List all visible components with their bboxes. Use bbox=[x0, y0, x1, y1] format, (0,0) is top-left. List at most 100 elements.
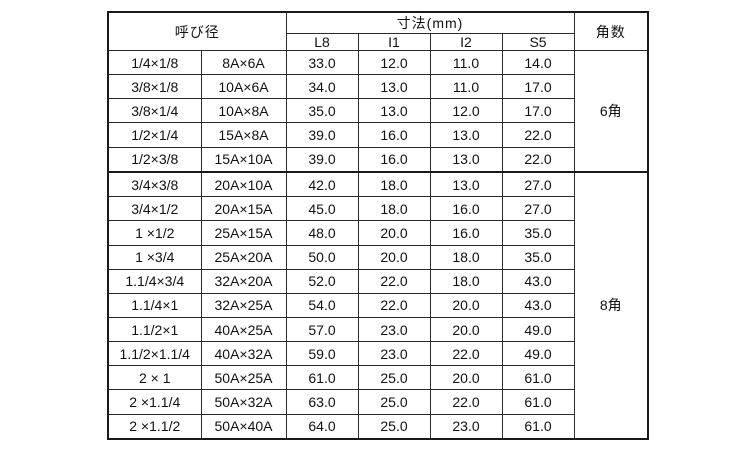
cell-I1: 18.0 bbox=[357, 196, 431, 222]
cell-L8: 52.0 bbox=[285, 268, 359, 294]
cell-L8: 48.0 bbox=[285, 220, 359, 246]
table-row: 3/4×1/2 20A×15A 45.0 18.0 16.0 27.0 bbox=[107, 196, 648, 222]
cell-L8: 63.0 bbox=[285, 389, 359, 415]
cell-I1: 16.0 bbox=[357, 146, 431, 173]
cell-I1: 23.0 bbox=[357, 316, 431, 343]
table-row: 1.1/2×1.1/4 40A×32A 59.0 23.0 22.0 49.0 bbox=[107, 341, 648, 367]
cell-I2: 11.0 bbox=[429, 74, 503, 100]
cell-S5: 49.0 bbox=[501, 316, 575, 343]
cell-I1: 18.0 bbox=[357, 170, 431, 198]
cell-L8: 45.0 bbox=[285, 196, 359, 222]
cell-I2: 20.0 bbox=[429, 292, 503, 318]
cell-I2: 13.0 bbox=[429, 122, 503, 148]
cell-nominal: 1 ×3/4 bbox=[107, 244, 202, 270]
header-I1: I1 bbox=[357, 33, 431, 51]
cell-S5: 43.0 bbox=[501, 268, 575, 294]
table-row: 2 ×1.1/2 50A×40A 64.0 25.0 23.0 61.0 bbox=[107, 413, 648, 440]
cell-I2: 23.0 bbox=[429, 413, 503, 440]
cell-I2: 13.0 bbox=[429, 170, 503, 198]
cell-nominal: 2 × 1 bbox=[107, 365, 202, 391]
cell-nominal: 2 ×1.1/4 bbox=[107, 389, 202, 415]
cell-a_size: 40A×25A bbox=[200, 316, 287, 343]
header-row-top: 呼び径 寸法(mm) 角数 bbox=[107, 11, 649, 51]
table-row: 2 ×1.1/4 50A×32A 63.0 25.0 22.0 61.0 bbox=[107, 389, 648, 415]
cell-S5: 27.0 bbox=[501, 170, 575, 198]
cell-S5: 35.0 bbox=[501, 220, 575, 246]
cell-I1: 25.0 bbox=[357, 389, 431, 415]
cell-nominal: 1 ×1/2 bbox=[107, 220, 202, 246]
cell-L8: 59.0 bbox=[285, 341, 359, 367]
cell-S5: 61.0 bbox=[501, 389, 575, 415]
cell-S5: 22.0 bbox=[501, 146, 575, 173]
table-row: 2 × 1 50A×25A 61.0 25.0 20.0 61.0 bbox=[107, 365, 648, 391]
cell-I1: 22.0 bbox=[357, 292, 431, 318]
cell-S5: 35.0 bbox=[501, 244, 575, 270]
cell-nominal: 1.1/4×3/4 bbox=[107, 268, 202, 294]
cell-a_size: 40A×32A bbox=[200, 341, 287, 367]
cell-L8: 39.0 bbox=[285, 146, 359, 173]
cell-a_size: 10A×8A bbox=[200, 98, 287, 124]
cell-I2: 20.0 bbox=[429, 316, 503, 343]
cell-I1: 20.0 bbox=[357, 220, 431, 246]
cell-L8: 61.0 bbox=[285, 365, 359, 391]
cell-S5: 17.0 bbox=[501, 74, 575, 100]
table-header: 呼び径 寸法(mm) 角数 L8 I1 I2 S5 bbox=[107, 11, 649, 51]
cell-I1: 25.0 bbox=[357, 365, 431, 391]
cell-a_size: 25A×15A bbox=[200, 220, 287, 246]
header-L8: L8 bbox=[285, 33, 359, 51]
cell-a_size: 15A×8A bbox=[200, 122, 287, 148]
table-row: 1.1/4×1 32A×25A 54.0 22.0 20.0 43.0 bbox=[107, 292, 648, 318]
table-row: 1/2×1/4 15A×8A 39.0 16.0 13.0 22.0 bbox=[107, 122, 648, 148]
cell-nominal: 1.1/2×1 bbox=[107, 316, 202, 343]
cell-I2: 16.0 bbox=[429, 196, 503, 222]
cell-a_size: 25A×20A bbox=[200, 244, 287, 270]
cell-S5: 43.0 bbox=[501, 292, 575, 318]
cell-nominal: 3/4×1/2 bbox=[107, 196, 202, 222]
cell-L8: 57.0 bbox=[285, 316, 359, 343]
cell-S5: 22.0 bbox=[501, 122, 575, 148]
table-row: 3/8×1/8 10A×6A 34.0 13.0 11.0 17.0 bbox=[107, 74, 648, 100]
cell-nominal: 1/2×1/4 bbox=[107, 122, 202, 148]
cell-L8: 34.0 bbox=[285, 74, 359, 100]
angle-count-cell: 8角 bbox=[573, 170, 649, 440]
cell-S5: 17.0 bbox=[501, 98, 575, 124]
table-row: 1 ×1/2 25A×15A 48.0 20.0 16.0 35.0 bbox=[107, 220, 648, 246]
cell-L8: 33.0 bbox=[285, 49, 359, 76]
cell-a_size: 32A×25A bbox=[200, 292, 287, 318]
header-S5: S5 bbox=[501, 33, 575, 51]
cell-a_size: 50A×32A bbox=[200, 389, 287, 415]
cell-I1: 13.0 bbox=[357, 98, 431, 124]
cell-nominal: 3/4×3/8 bbox=[107, 170, 202, 198]
cell-nominal: 3/8×1/8 bbox=[107, 74, 202, 100]
cell-I1: 23.0 bbox=[357, 341, 431, 367]
cell-I2: 22.0 bbox=[429, 341, 503, 367]
cell-L8: 50.0 bbox=[285, 244, 359, 270]
cell-L8: 54.0 bbox=[285, 292, 359, 318]
cell-L8: 39.0 bbox=[285, 122, 359, 148]
cell-nominal: 3/8×1/4 bbox=[107, 98, 202, 124]
table-row: 1/2×3/8 15A×10A 39.0 16.0 13.0 22.0 bbox=[107, 146, 648, 173]
cell-S5: 14.0 bbox=[501, 49, 575, 76]
cell-a_size: 20A×10A bbox=[200, 170, 287, 198]
table-row: 3/8×1/4 10A×8A 35.0 13.0 12.0 17.0 bbox=[107, 98, 648, 124]
cell-I2: 18.0 bbox=[429, 268, 503, 294]
cell-L8: 35.0 bbox=[285, 98, 359, 124]
angle-count-cell: 6角 bbox=[573, 49, 649, 173]
table-row: 1.1/2×1 40A×25A 57.0 23.0 20.0 49.0 bbox=[107, 316, 648, 343]
table-row: 1 ×3/4 25A×20A 50.0 20.0 18.0 35.0 bbox=[107, 244, 648, 270]
cell-I2: 13.0 bbox=[429, 146, 503, 173]
cell-I2: 12.0 bbox=[429, 98, 503, 124]
cell-I2: 18.0 bbox=[429, 244, 503, 270]
table-row: 1.1/4×3/4 32A×20A 52.0 22.0 18.0 43.0 bbox=[107, 268, 648, 294]
header-corner-count: 角数 bbox=[573, 11, 649, 51]
cell-I1: 12.0 bbox=[357, 49, 431, 76]
cell-I1: 13.0 bbox=[357, 74, 431, 100]
cell-a_size: 50A×25A bbox=[200, 365, 287, 391]
table-row: 1/4×1/8 8A×6A 33.0 12.0 11.0 14.0 6角 bbox=[107, 49, 649, 173]
cell-nominal: 1/4×1/8 bbox=[107, 49, 202, 76]
cell-a_size: 20A×15A bbox=[200, 196, 287, 222]
cell-I1: 16.0 bbox=[357, 122, 431, 148]
cell-a_size: 10A×6A bbox=[200, 74, 287, 100]
cell-nominal: 1.1/2×1.1/4 bbox=[107, 341, 202, 367]
